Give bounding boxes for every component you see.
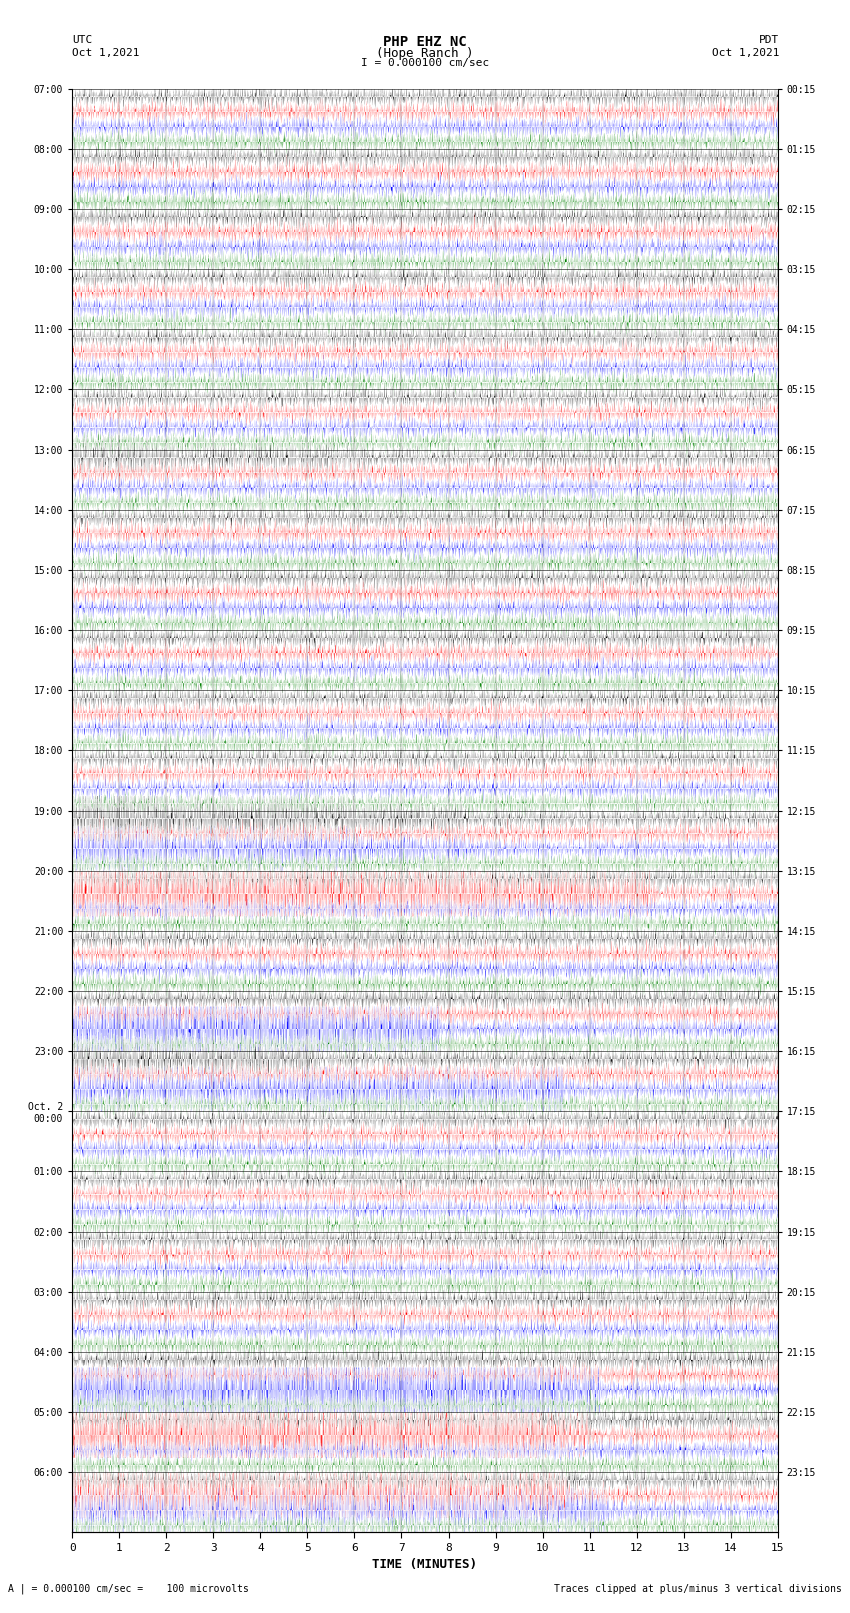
Text: PDT: PDT <box>759 35 779 45</box>
Text: (Hope Ranch ): (Hope Ranch ) <box>377 47 473 60</box>
Text: Oct 1,2021: Oct 1,2021 <box>712 48 779 58</box>
Text: A | = 0.000100 cm/sec =    100 microvolts: A | = 0.000100 cm/sec = 100 microvolts <box>8 1582 249 1594</box>
Text: Traces clipped at plus/minus 3 vertical divisions: Traces clipped at plus/minus 3 vertical … <box>553 1584 842 1594</box>
Text: UTC: UTC <box>72 35 93 45</box>
Text: PHP EHZ NC: PHP EHZ NC <box>383 35 467 50</box>
X-axis label: TIME (MINUTES): TIME (MINUTES) <box>372 1558 478 1571</box>
Text: Oct 1,2021: Oct 1,2021 <box>72 48 139 58</box>
Text: I = 0.000100 cm/sec: I = 0.000100 cm/sec <box>361 58 489 68</box>
